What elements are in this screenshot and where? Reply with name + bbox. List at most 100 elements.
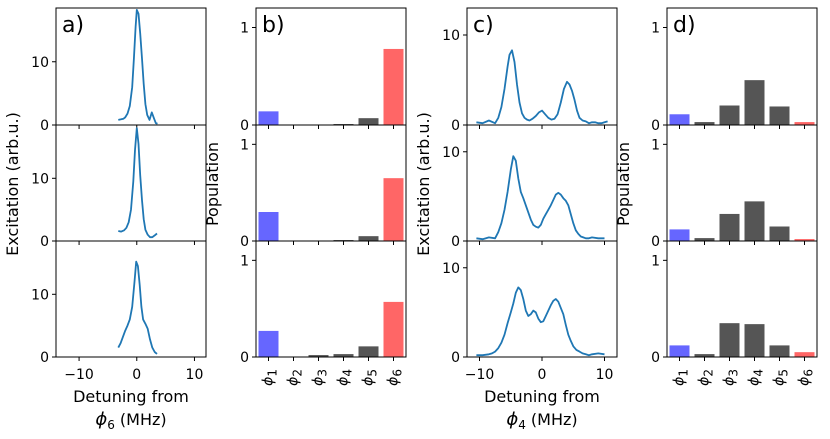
category-subscript: 3 bbox=[316, 369, 330, 377]
subplot: 0 1 b) bbox=[240, 7, 407, 134]
y-tick-label: 1 bbox=[240, 253, 249, 269]
category-symbol: ϕ bbox=[361, 377, 377, 386]
population-bar bbox=[744, 80, 765, 125]
y-tick-label: 0 bbox=[451, 234, 460, 250]
category-symbol: ϕ bbox=[672, 377, 688, 386]
panel-letter: d) bbox=[673, 13, 696, 38]
population-bar bbox=[769, 345, 790, 357]
y-tick-label: 10 bbox=[442, 28, 460, 44]
population-bar bbox=[333, 354, 354, 357]
y-tick-label: 0 bbox=[240, 118, 249, 134]
category-symbol: ϕ bbox=[261, 377, 277, 386]
population-bar bbox=[794, 122, 815, 125]
y-axis-label: Excitation (arb.u.) bbox=[3, 112, 22, 256]
y-tick-label: 10 bbox=[442, 261, 460, 277]
population-bar bbox=[669, 114, 690, 125]
category-subscript: 4 bbox=[752, 369, 766, 377]
category-symbol: ϕ bbox=[722, 377, 738, 386]
category-label: ϕ2 bbox=[286, 369, 305, 386]
y-tick-label: 0 bbox=[651, 350, 660, 366]
category-symbol: ϕ bbox=[797, 377, 813, 386]
xlabel-subscript: 6 bbox=[107, 418, 115, 432]
population-bar bbox=[383, 178, 404, 241]
spectrum-line bbox=[118, 127, 158, 239]
x-tick-label: 10 bbox=[186, 367, 204, 383]
y-tick-label: 0 bbox=[451, 118, 460, 134]
population-bar bbox=[383, 48, 404, 126]
population-bar bbox=[258, 212, 279, 241]
subplot: 0 1 d) bbox=[651, 7, 818, 134]
population-bar bbox=[719, 323, 740, 357]
subplot: −10 0 10 0 10 bbox=[31, 240, 207, 383]
population-bar bbox=[669, 345, 690, 357]
category-label: ϕ4 bbox=[747, 369, 766, 386]
category-subscript: 2 bbox=[291, 369, 305, 377]
xlabel-unit: (MHz) bbox=[115, 410, 167, 429]
category-symbol: ϕ bbox=[311, 377, 327, 386]
x-tick-label: 0 bbox=[132, 367, 141, 383]
xlabel-unit: (MHz) bbox=[526, 410, 578, 429]
axes-frame bbox=[666, 124, 818, 242]
y-tick-label: 1 bbox=[651, 253, 660, 269]
xlabel-subscript: 4 bbox=[518, 418, 526, 432]
x-tick-label: 0 bbox=[538, 367, 547, 383]
axes-frame bbox=[466, 240, 618, 358]
y-tick-label: 10 bbox=[442, 145, 460, 161]
panel-letter: c) bbox=[473, 13, 494, 38]
category-label: ϕ4 bbox=[336, 369, 355, 386]
xlabel-symbol: ϕ bbox=[95, 409, 107, 430]
category-symbol: ϕ bbox=[772, 377, 788, 386]
category-label: ϕ6 bbox=[386, 369, 405, 386]
y-tick-label: 0 bbox=[40, 118, 49, 134]
subplot: 0 10 c) bbox=[442, 7, 618, 134]
x-tick-label: −10 bbox=[465, 367, 495, 383]
y-tick-label: 0 bbox=[240, 350, 249, 366]
category-subscript: 6 bbox=[802, 369, 816, 377]
category-symbol: ϕ bbox=[336, 377, 352, 386]
category-subscript: 3 bbox=[727, 369, 741, 377]
x-tick-label: −10 bbox=[64, 367, 94, 383]
axes-frame bbox=[255, 240, 407, 358]
population-bar bbox=[383, 301, 404, 357]
category-label: ϕ1 bbox=[672, 369, 691, 386]
subplot: 01 bbox=[240, 124, 407, 250]
y-tick-label: 10 bbox=[31, 287, 49, 303]
population-bar bbox=[744, 324, 765, 357]
y-axis-label: Population bbox=[614, 142, 633, 226]
axes-frame bbox=[55, 124, 207, 242]
population-bar bbox=[769, 226, 790, 241]
population-bar bbox=[694, 122, 715, 125]
y-tick-label: 1 bbox=[651, 21, 660, 37]
subplot: 01 bbox=[651, 124, 818, 250]
y-tick-label: 10 bbox=[31, 55, 49, 71]
panel-a: 0 10 a) 0 10 −10 0 10 0 10 Excitation (arb.u.) Detu… bbox=[3, 7, 207, 432]
y-tick-label: 0 bbox=[651, 118, 660, 134]
subplot: −10 0 10 0 10 bbox=[442, 240, 618, 383]
category-subscript: 4 bbox=[341, 369, 355, 377]
population-bar bbox=[258, 330, 279, 357]
axes-frame bbox=[666, 240, 818, 358]
category-subscript: 2 bbox=[702, 369, 716, 377]
panel-c: 0 10 c) 0 10 −10 0 10 0 10 Excitation (arb.u.) Detu… bbox=[414, 7, 618, 432]
category-label: ϕ3 bbox=[722, 369, 741, 386]
population-bar bbox=[358, 236, 379, 241]
y-tick-label: 0 bbox=[451, 350, 460, 366]
population-bar bbox=[694, 354, 715, 357]
population-bar bbox=[258, 111, 279, 125]
population-bar bbox=[669, 229, 690, 241]
category-label: ϕ2 bbox=[697, 369, 716, 386]
y-tick-label: 0 bbox=[240, 234, 249, 250]
xlabel-symbol: ϕ bbox=[506, 409, 518, 430]
population-bar bbox=[744, 201, 765, 241]
category-label: ϕ5 bbox=[361, 369, 380, 386]
category-symbol: ϕ bbox=[286, 377, 302, 386]
population-bar bbox=[794, 352, 815, 357]
x-axis-label-line2: ϕ6 (MHz) bbox=[95, 409, 166, 432]
category-subscript: 5 bbox=[777, 369, 791, 377]
spectrum-line bbox=[476, 155, 605, 241]
spectrum-line bbox=[476, 286, 605, 357]
